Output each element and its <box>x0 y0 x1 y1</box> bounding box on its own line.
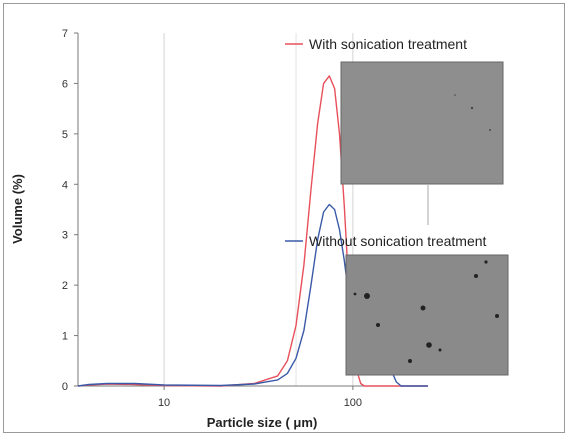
particle-dot <box>408 359 412 363</box>
y-tick-label-3: 3 <box>62 230 68 242</box>
particle-dot <box>495 314 499 318</box>
particle-dot <box>353 292 357 296</box>
inset-layer <box>340 61 509 376</box>
particle-dot <box>489 129 491 131</box>
x-tick-label-10: 10 <box>158 397 170 409</box>
particle-dot <box>376 323 380 327</box>
micrograph-with-sonication <box>340 61 504 185</box>
particle-dot <box>470 106 474 110</box>
y-tick-label-2: 2 <box>62 280 68 292</box>
x-axis-label: Particle size ( μm) <box>207 415 318 430</box>
tick-layer: 0 1 2 3 4 5 6 7 10 100 <box>62 28 362 409</box>
particle-dot <box>484 260 488 264</box>
particle-dot <box>364 293 370 299</box>
y-tick-label-7: 7 <box>62 28 68 40</box>
legend-label-without-sonication: Without sonication treatment <box>309 233 487 249</box>
particle-dot <box>454 94 456 96</box>
y-tick-label-6: 6 <box>62 78 68 90</box>
micrograph-without-sonication <box>345 254 509 376</box>
micrograph-image-bottom <box>345 254 509 376</box>
particle-dot <box>426 342 432 348</box>
particle-dot <box>420 305 426 311</box>
particle-dot <box>474 274 478 278</box>
y-tick-label-0: 0 <box>62 381 68 393</box>
y-tick-label-4: 4 <box>62 179 68 191</box>
x-tick-label-100: 100 <box>344 397 362 409</box>
particle-dot <box>438 348 442 352</box>
y-tick-label-1: 1 <box>62 331 68 343</box>
micrograph-image-top <box>340 61 504 185</box>
y-axis-label: Volume (%) <box>10 174 25 244</box>
y-tick-label-5: 5 <box>62 129 68 141</box>
chart-frame <box>3 3 565 433</box>
legend-layer: With sonication treatment Without sonicat… <box>285 36 487 249</box>
legend-label-with-sonication: With sonication treatment <box>309 36 467 52</box>
